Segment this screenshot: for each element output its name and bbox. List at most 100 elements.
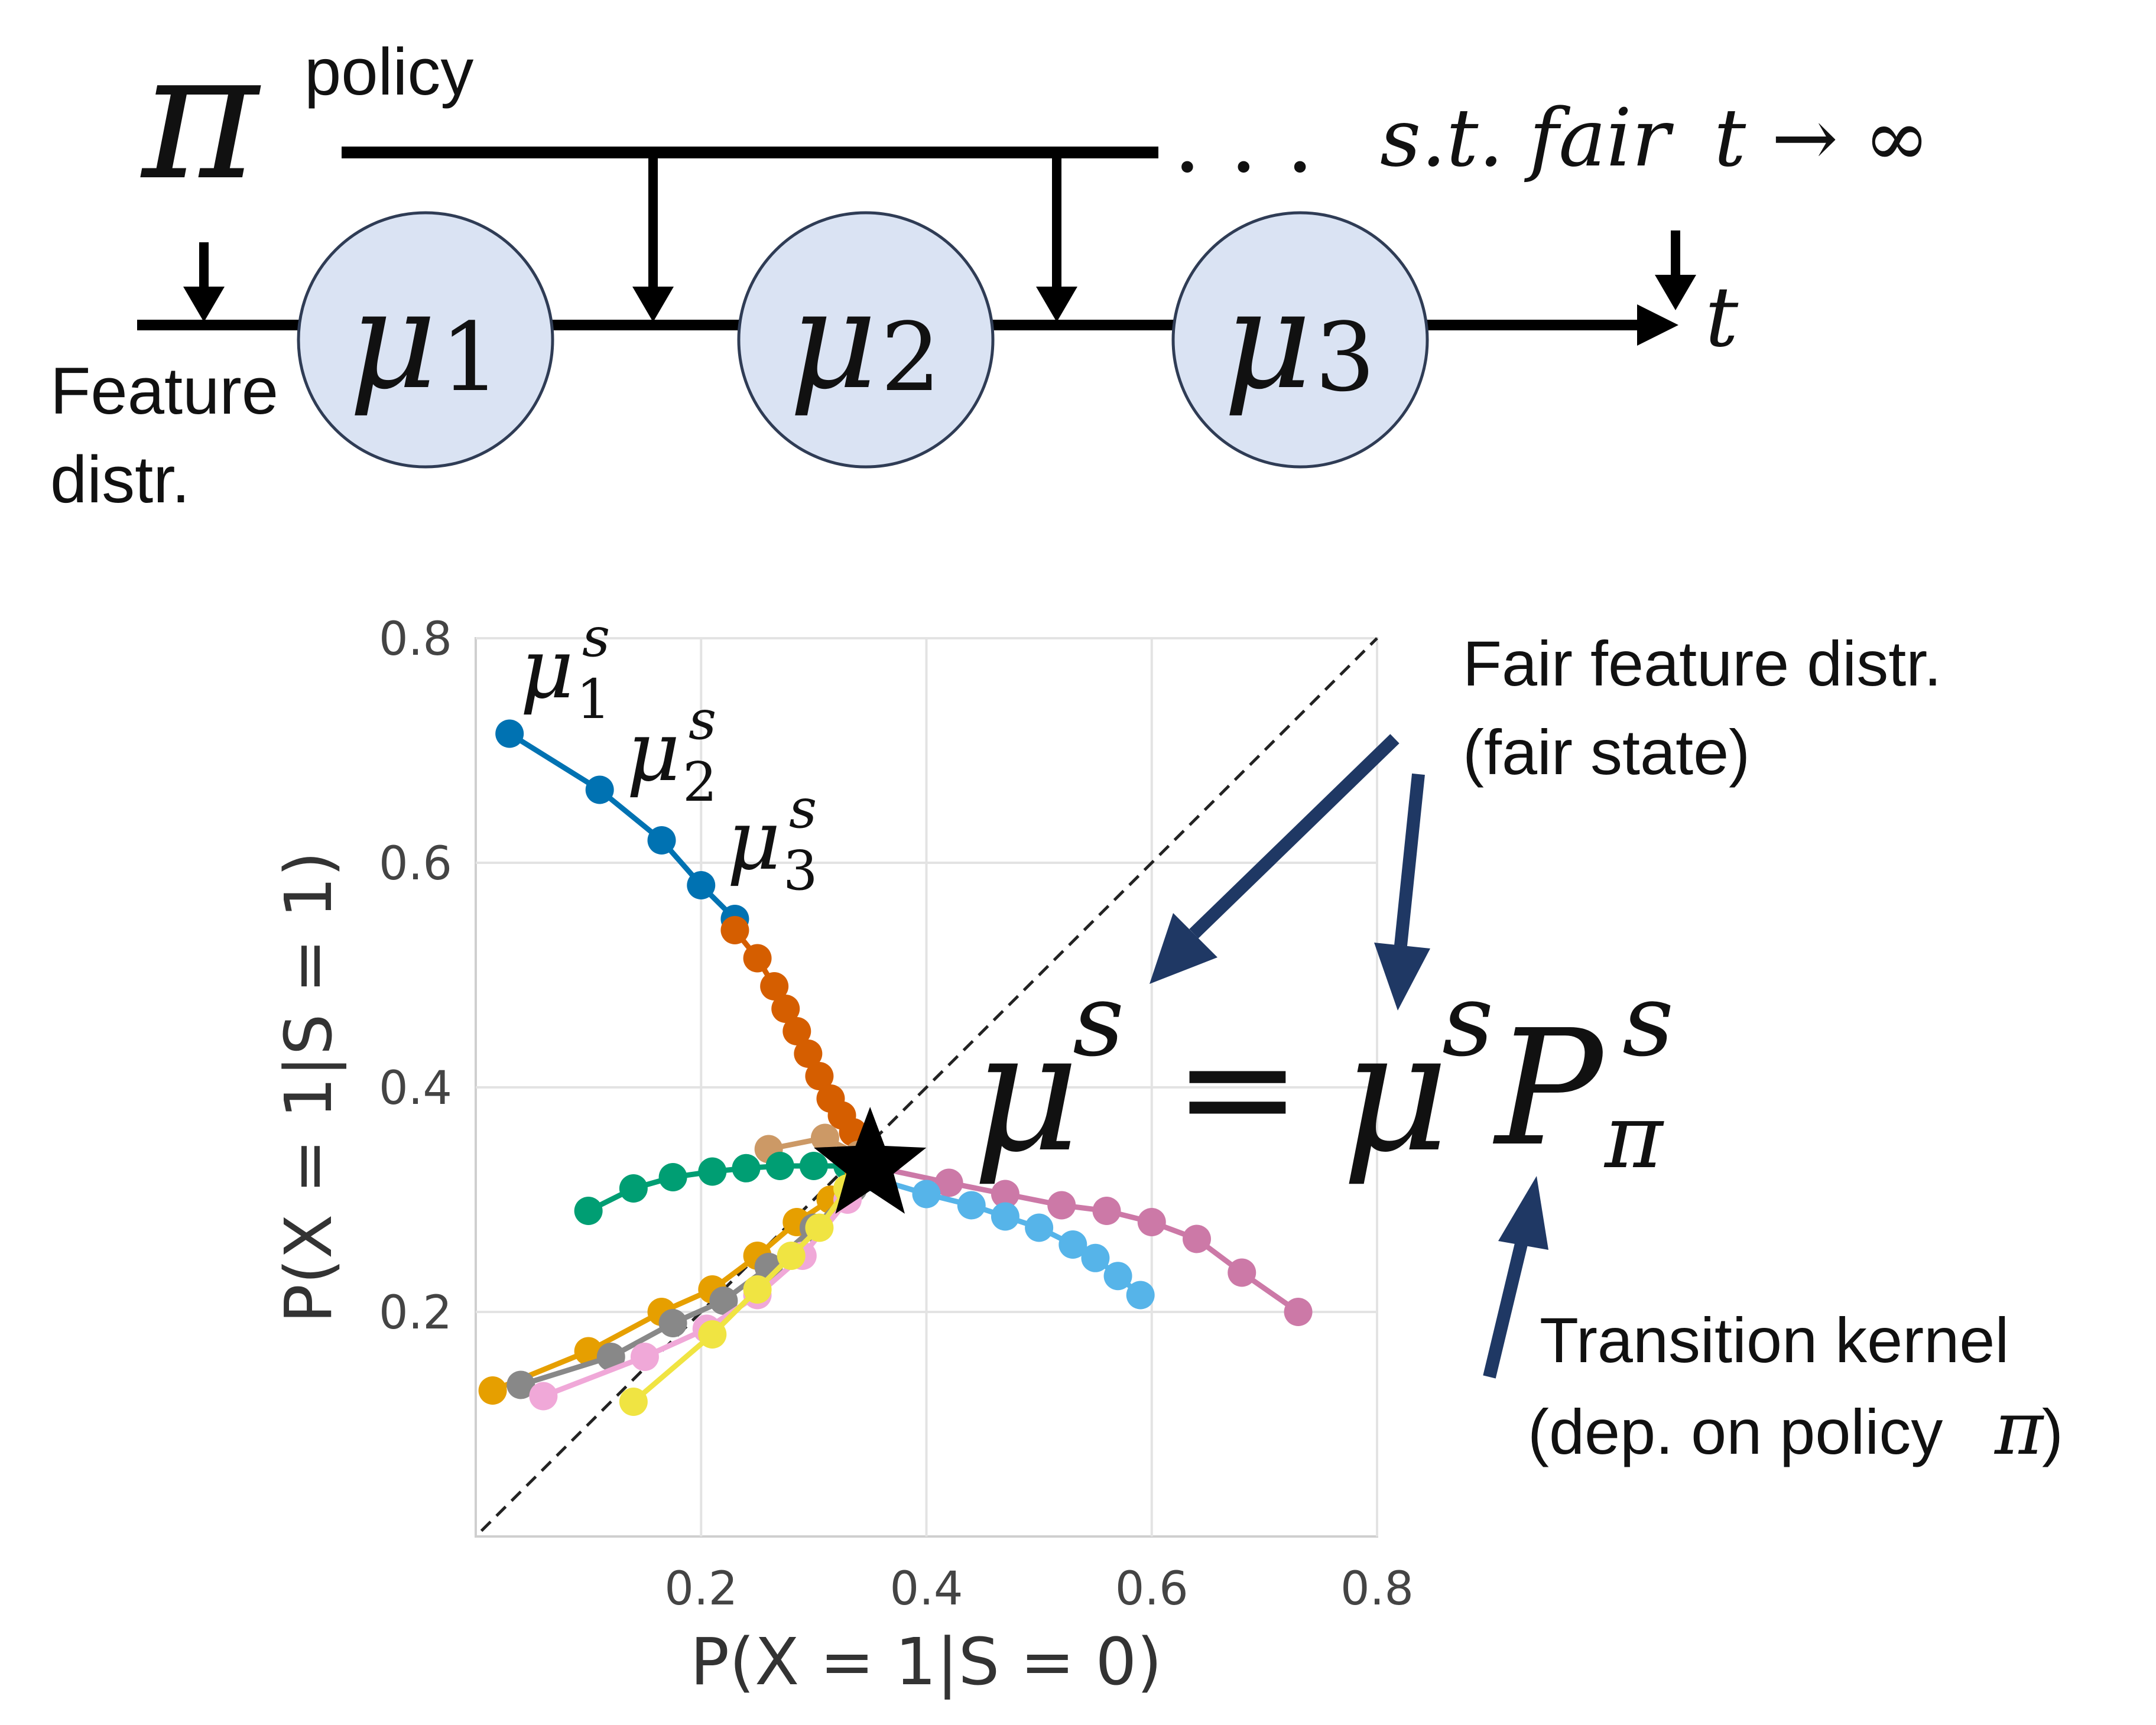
policy-drop-arrow-2-head [632, 287, 674, 322]
diagonal-line [480, 637, 1378, 1532]
series-4 [574, 1152, 862, 1225]
timeline: π policy . . . s.t. fair t → ∞ t Feature… [50, 13, 1930, 516]
time-label: t [1705, 269, 1739, 366]
chart: 0.2 0.4 0.6 0.80.20.40.60.8 P(X = 1|S = 0) … [271, 606, 1414, 1700]
data-point [805, 1062, 834, 1090]
point-label-1: μ s 1 [520, 606, 611, 731]
data-point [912, 1180, 941, 1209]
fair-arrow-left [1189, 734, 1400, 938]
data-point [991, 1202, 1019, 1231]
node-mu-2: μ 2 [737, 211, 995, 469]
node-1-sub: 1 [440, 302, 501, 412]
data-point [1092, 1197, 1121, 1225]
data-point [1058, 1230, 1087, 1259]
fair-arrow-down [1394, 773, 1425, 947]
node-2-sub: 2 [881, 302, 941, 412]
data-point [1047, 1191, 1076, 1220]
data-point [934, 1168, 963, 1197]
fixed-point-equation: μ s = μ s P s π [972, 962, 1674, 1189]
transition-label-line2: (dep. on policy [1528, 1396, 1943, 1467]
data-point [799, 1152, 828, 1180]
ticks: 0.2 0.4 0.6 0.8 0.2 0.4 0.6 0.8 [379, 613, 1414, 1616]
point-label-1-symbol: μ [520, 621, 574, 717]
y-axis-label: P(X = 1|S = 1) [271, 852, 347, 1324]
y-tick-label: 0.6 [379, 837, 452, 891]
x-tick-label: 0.4 [889, 1562, 963, 1616]
data-point [1126, 1281, 1155, 1310]
data-point [805, 1213, 834, 1242]
transition-arrow [1483, 1227, 1531, 1379]
data-point [478, 1376, 507, 1405]
series-group [478, 719, 1313, 1416]
node-1-symbol: μ [349, 262, 437, 420]
data-point [743, 1275, 772, 1304]
data-point [991, 1180, 1019, 1209]
data-point [957, 1191, 986, 1220]
data-point [647, 826, 676, 855]
data-point [1137, 1208, 1166, 1236]
data-point [1228, 1258, 1256, 1287]
data-point [585, 775, 614, 804]
feature-label-line1: Feature [50, 354, 278, 428]
point-label-3: μ s 3 [727, 777, 818, 902]
data-point [1183, 1224, 1211, 1253]
y-tick-label: 0.2 [379, 1287, 452, 1340]
transition-annotation: Transition kernel (dep. on policy π ) [1483, 1176, 2063, 1471]
fair-label-line2: (fair state) [1463, 716, 1750, 788]
point-label-2-sub: 2 [683, 751, 717, 814]
x-axis-label: P(X = 1|S = 0) [690, 1624, 1163, 1700]
data-point [782, 1017, 811, 1045]
transition-close-paren: ) [2042, 1396, 2063, 1467]
data-point [630, 1343, 659, 1371]
data-point [687, 871, 716, 899]
data-point [794, 1039, 823, 1068]
eq-equals: = [1173, 999, 1302, 1177]
data-point [720, 916, 749, 944]
fixed-point-star [814, 1107, 927, 1214]
transition-pi: π [1993, 1386, 2044, 1471]
data-point [619, 1388, 648, 1416]
data-point [1025, 1213, 1054, 1242]
point-label-3-sub: 3 [783, 839, 818, 902]
eq-lhs-sup: s [1073, 962, 1124, 1079]
feature-label-line2: distr. [50, 443, 190, 516]
y-tick-label: 0.4 [379, 1062, 452, 1115]
policy-drop-arrow-4-head [1655, 275, 1696, 310]
point-label-2-symbol: μ [626, 704, 680, 800]
fair-state-annotation: Fair feature distr. (fair state) [1150, 628, 1941, 1011]
point-label-1-sub: 1 [576, 668, 611, 731]
time-axis-arrowhead [1637, 304, 1678, 346]
point-label-3-sup: s [789, 777, 817, 840]
transition-arrow-head [1498, 1176, 1548, 1250]
data-point [619, 1174, 648, 1203]
data-point [658, 1309, 687, 1337]
fair-arrow-left-head [1150, 913, 1217, 984]
series-5 [856, 1152, 1313, 1326]
data-point [698, 1320, 727, 1349]
data-point [765, 1152, 794, 1180]
series-10 [619, 1174, 862, 1416]
data-point [1284, 1298, 1313, 1326]
x-tick-label: 0.2 [664, 1562, 738, 1616]
data-point [771, 995, 800, 1023]
eq-rhs-mu: μ [1342, 996, 1449, 1189]
policy-symbol: π [139, 13, 261, 219]
node-3-symbol: μ [1223, 262, 1311, 420]
data-point [529, 1382, 558, 1411]
eq-rhs-mu-sup: s [1442, 962, 1493, 1079]
point-label-1-sup: s [582, 606, 610, 669]
data-point [777, 1242, 806, 1270]
data-point [743, 944, 772, 973]
point-label-3-symbol: μ [727, 792, 781, 889]
eq-rhs-P-sup: s [1622, 962, 1674, 1079]
node-mu-3: μ 3 [1171, 211, 1429, 469]
limit-text: t → ∞ [1714, 92, 1930, 184]
data-point [732, 1154, 761, 1183]
node-mu-1: μ 1 [297, 211, 554, 469]
x-tick-label: 0.8 [1340, 1562, 1414, 1616]
data-point [495, 719, 524, 748]
data-point [709, 1287, 738, 1315]
data-point [810, 1123, 839, 1152]
eq-rhs-P-sub: π [1603, 1086, 1664, 1188]
